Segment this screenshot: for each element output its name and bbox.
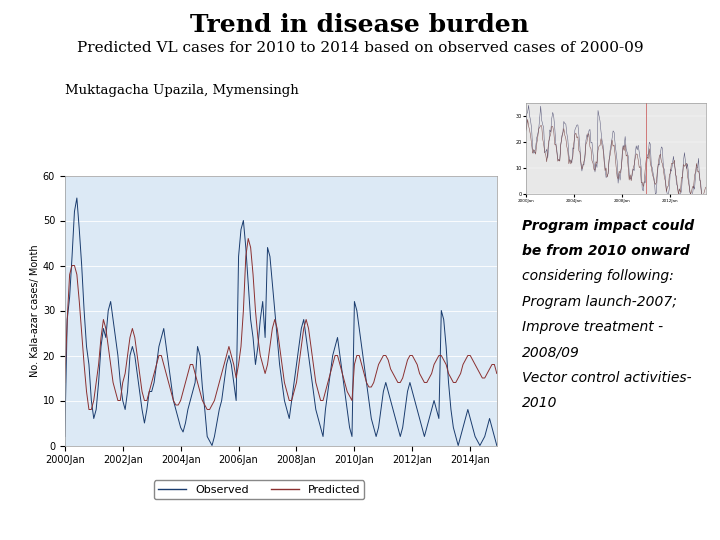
Text: Trend in disease burden: Trend in disease burden <box>191 14 529 37</box>
Text: Muktagacha Upazila, Mymensingh: Muktagacha Upazila, Mymensingh <box>65 84 299 97</box>
Text: Program launch-2007;: Program launch-2007; <box>522 295 677 309</box>
Text: 2010: 2010 <box>522 396 557 410</box>
Text: be from 2010 onward: be from 2010 onward <box>522 244 690 258</box>
Text: 2008/09: 2008/09 <box>522 346 580 360</box>
Y-axis label: No. Kala-azar cases/ Month: No. Kala-azar cases/ Month <box>30 244 40 377</box>
Legend: Observed, Predicted: Observed, Predicted <box>154 481 364 500</box>
Text: Predicted VL cases for 2010 to 2014 based on observed cases of 2000-09: Predicted VL cases for 2010 to 2014 base… <box>77 40 643 55</box>
Text: considering following:: considering following: <box>522 269 674 284</box>
Text: Program impact could: Program impact could <box>522 219 694 233</box>
Text: Improve treatment -: Improve treatment - <box>522 320 663 334</box>
Text: Vector control activities-: Vector control activities- <box>522 371 692 385</box>
